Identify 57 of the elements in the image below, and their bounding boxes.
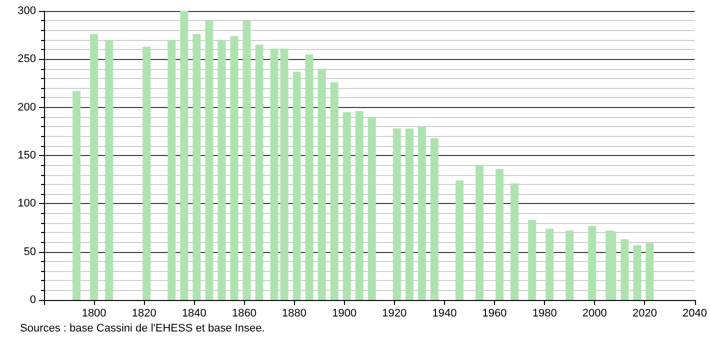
bar <box>90 34 98 300</box>
bar <box>418 126 426 300</box>
bar <box>72 90 81 300</box>
bar <box>318 68 326 300</box>
bar <box>368 118 376 300</box>
bar <box>566 230 574 300</box>
bar <box>218 40 226 300</box>
bar <box>305 54 314 300</box>
x-tick-label: 1860 <box>232 308 256 320</box>
x-tick-label: 1900 <box>332 308 357 320</box>
bar <box>546 228 554 300</box>
x-tick-label: 2020 <box>632 308 657 320</box>
bar <box>392 128 401 300</box>
bar <box>105 40 114 300</box>
bar <box>455 180 464 300</box>
y-tick-label: 150 <box>18 150 36 162</box>
x-tick-label: 1960 <box>482 308 507 320</box>
x-tick-label: 2000 <box>582 308 607 320</box>
bar <box>192 34 201 300</box>
source-note: Sources : base Cassini de l'EHESS et base Insee. <box>20 322 265 334</box>
y-tick-label: 200 <box>18 101 36 114</box>
y-tick-label: 0 <box>30 294 36 306</box>
y-tick-label: 250 <box>18 53 36 66</box>
y-tick-label: 100 <box>18 198 36 210</box>
bar <box>633 245 642 300</box>
x-tick-label: 1820 <box>132 308 156 320</box>
bar <box>280 48 288 300</box>
bar <box>355 111 364 300</box>
bar <box>342 112 351 300</box>
bar <box>255 44 264 300</box>
y-tick-label: 300 <box>18 5 36 17</box>
x-tick-label: 1980 <box>532 308 557 320</box>
bar <box>168 40 176 300</box>
bar <box>496 168 504 300</box>
y-tick-label: 50 <box>24 246 36 258</box>
bar <box>230 36 238 300</box>
bar <box>142 46 151 300</box>
bar <box>620 239 629 300</box>
bar <box>242 20 251 300</box>
bar <box>330 82 338 300</box>
bar <box>205 20 214 300</box>
bar <box>476 165 484 300</box>
bar <box>180 11 188 300</box>
x-tick-label: 1840 <box>182 308 206 320</box>
x-tick-label: 1920 <box>382 308 407 320</box>
bar <box>405 128 414 300</box>
bar <box>292 72 301 300</box>
x-tick-label: 1800 <box>82 308 106 320</box>
bar <box>528 220 536 300</box>
bar <box>270 48 278 300</box>
bar <box>588 226 596 300</box>
x-tick-label: 2040 <box>682 308 708 320</box>
x-tick-label: 1880 <box>282 308 307 320</box>
bar <box>430 138 438 300</box>
bar <box>646 243 654 300</box>
x-tick-label: 1940 <box>432 308 457 320</box>
bar <box>510 183 519 300</box>
